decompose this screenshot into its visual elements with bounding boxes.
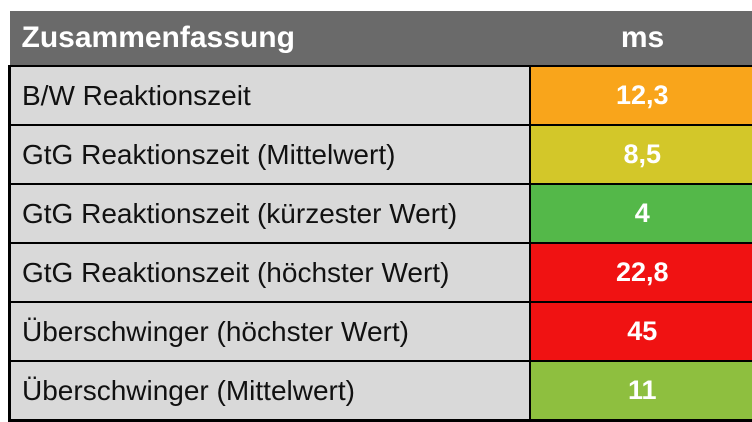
metric-value: 11 xyxy=(530,361,752,421)
table-row: Überschwinger (höchster Wert) 45 xyxy=(10,302,752,361)
table-row: GtG Reaktionszeit (kürzester Wert) 4 xyxy=(10,184,752,243)
table-title: Zusammenfassung xyxy=(10,11,530,66)
metric-value: 4 xyxy=(530,184,752,243)
metric-value: 12,3 xyxy=(530,66,752,125)
summary-table: Zusammenfassung ms B/W Reaktionszeit 12,… xyxy=(8,11,752,422)
metric-label: GtG Reaktionszeit (Mittelwert) xyxy=(10,125,530,184)
metric-label: B/W Reaktionszeit xyxy=(10,66,530,125)
table-row: Überschwinger (Mittelwert) 11 xyxy=(10,361,752,421)
header-row: Zusammenfassung ms xyxy=(10,11,752,66)
metric-label: Überschwinger (höchster Wert) xyxy=(10,302,530,361)
metric-label: GtG Reaktionszeit (höchster Wert) xyxy=(10,243,530,302)
metric-value: 45 xyxy=(530,302,752,361)
metric-value: 22,8 xyxy=(530,243,752,302)
unit-column-header: ms xyxy=(530,11,752,66)
table-row: GtG Reaktionszeit (höchster Wert) 22,8 xyxy=(10,243,752,302)
table-row: B/W Reaktionszeit 12,3 xyxy=(10,66,752,125)
metric-value: 8,5 xyxy=(530,125,752,184)
metric-label: Überschwinger (Mittelwert) xyxy=(10,361,530,421)
metric-label: GtG Reaktionszeit (kürzester Wert) xyxy=(10,184,530,243)
table-row: GtG Reaktionszeit (Mittelwert) 8,5 xyxy=(10,125,752,184)
